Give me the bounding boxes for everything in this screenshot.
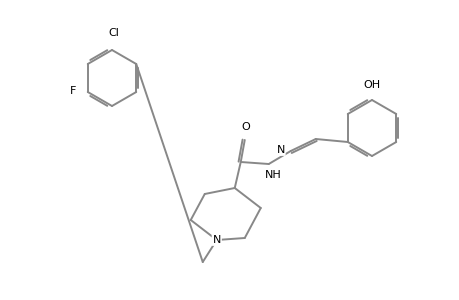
Text: N: N xyxy=(276,145,284,155)
Text: O: O xyxy=(241,122,250,132)
Text: N: N xyxy=(212,235,220,245)
Text: NH: NH xyxy=(264,170,280,180)
Text: F: F xyxy=(69,86,76,96)
Text: Cl: Cl xyxy=(108,28,119,38)
Text: OH: OH xyxy=(363,80,380,90)
